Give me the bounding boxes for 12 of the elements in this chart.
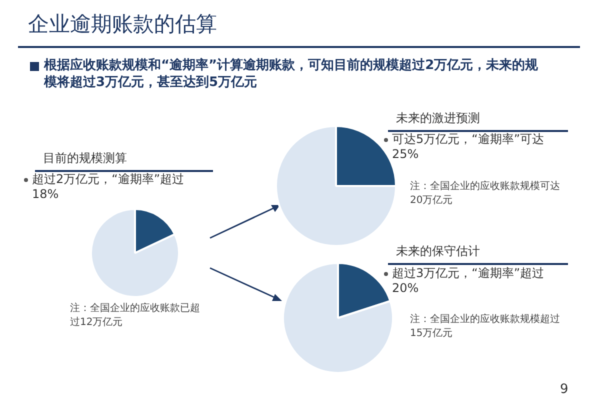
chart-title: 目前的规模测算 — [35, 150, 213, 172]
text: 注：全国企业的应收账款规模可达20万亿元 — [410, 180, 561, 208]
text: 企业逾期账款的估算 — [28, 11, 217, 38]
text: 注：全国企业的应收账款已超过12万亿元 — [70, 302, 200, 330]
text: 可达5万亿元，“逾期率”可达25% — [392, 132, 546, 162]
text: 未来的保守估计 — [388, 243, 568, 265]
text: 9 — [560, 382, 568, 397]
text: 超过3万亿元，“逾期率”超过20% — [392, 266, 546, 296]
text: 未来的激进预测 — [388, 110, 568, 132]
text: 超过2万亿元，“逾期率”超过18% — [32, 172, 186, 202]
text: 注：全国企业的应收账款规模超过15万亿元 — [410, 313, 561, 341]
text: 根据应收账款规模和“逾期率”计算逾期账款，可知目前的规模超过2万亿元，未来的规模将超过3万亿元，甚至达到5万亿元 — [44, 57, 540, 91]
